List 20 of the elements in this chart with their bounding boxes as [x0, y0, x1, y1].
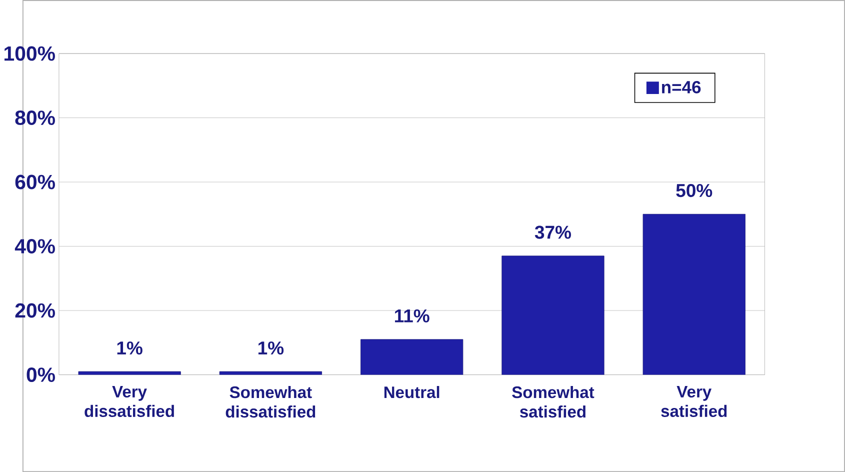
x-tick-label: Neutral — [384, 386, 440, 398]
data-label: 11% — [394, 309, 430, 322]
x-tick-label: Very dissatisfied — [84, 386, 174, 417]
y-tick-label: 80% — [15, 110, 55, 125]
x-tick-label: Very satisfied — [661, 386, 727, 417]
data-label: 50% — [676, 184, 712, 198]
y-tick-label: 20% — [15, 303, 55, 318]
legend-label: n=46 — [662, 80, 701, 94]
bar — [502, 256, 604, 375]
x-tick-label: Somewhat satisfied — [512, 386, 594, 418]
y-tick-label: 60% — [15, 174, 55, 190]
y-tick-label: 40% — [14, 238, 55, 254]
data-label: 1% — [117, 341, 142, 354]
bar — [360, 339, 463, 375]
y-tick-label: 100% — [4, 46, 55, 61]
bar — [642, 214, 746, 375]
y-tick-label: 0% — [26, 367, 55, 382]
x-tick-label: Somewhat dissatisfied — [226, 386, 316, 418]
data-label: 1% — [258, 341, 284, 354]
data-label: 37% — [534, 226, 571, 239]
